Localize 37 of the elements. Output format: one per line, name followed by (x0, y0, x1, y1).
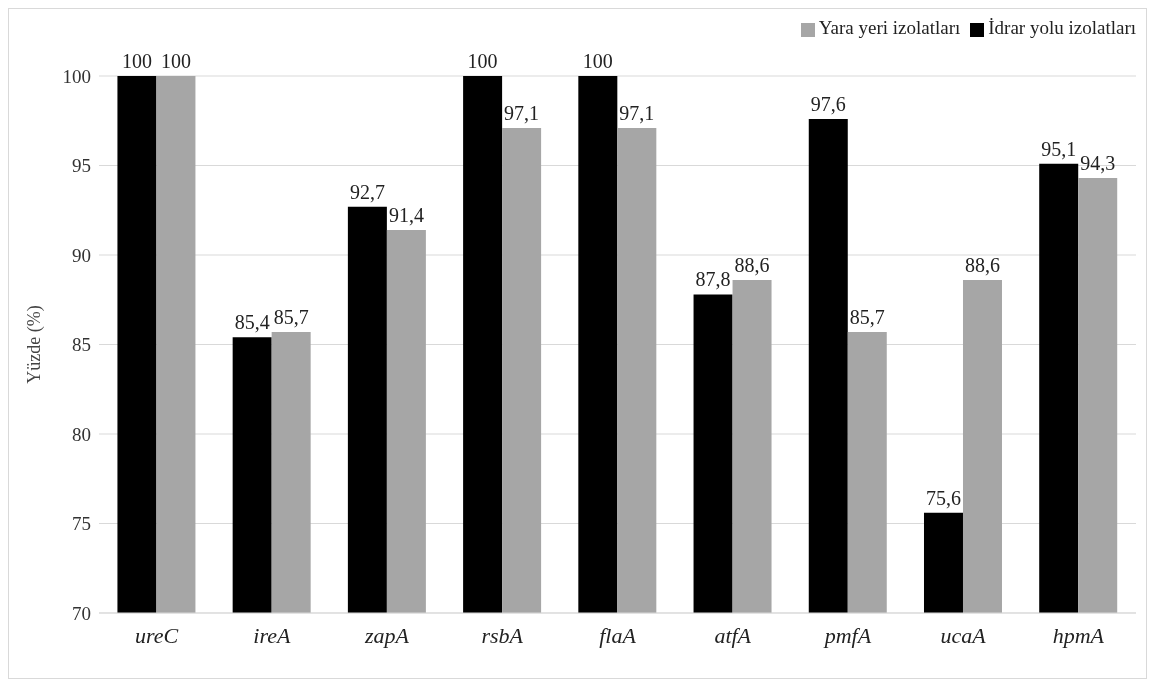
x-tick-label: ireA (253, 623, 291, 648)
data-label: 97,6 (810, 92, 846, 115)
data-label: 100 (160, 50, 191, 72)
x-tick-label: ucaA (940, 623, 987, 648)
x-tick-label: ureC (135, 623, 179, 648)
y-tick-label: 75 (72, 513, 91, 535)
data-label: 100 (582, 50, 613, 72)
y-tick-label: 90 (72, 244, 91, 266)
data-label: 94,3 (1080, 152, 1116, 175)
x-tick-label: flaA (599, 623, 637, 648)
y-tick-label: 80 (72, 423, 91, 445)
y-tick-label: 95 (72, 155, 91, 177)
data-label: 75,6 (925, 486, 961, 509)
x-tick-label: hpmA (1052, 623, 1105, 648)
data-label: 87,8 (695, 268, 731, 291)
data-label: 91,4 (388, 203, 424, 226)
legend-label: Yara yeri izolatları (818, 17, 961, 38)
y-tick-label: 100 (62, 65, 91, 87)
data-label: 92,7 (349, 180, 385, 203)
y-tick-label: 70 (72, 602, 91, 624)
legend-label: İdrar yolu izolatları (988, 17, 1136, 38)
data-label: 97,1 (504, 101, 540, 124)
data-label: 88,6 (734, 254, 770, 277)
data-label: 95,1 (1041, 137, 1077, 160)
x-tick-label: pmfA (822, 623, 872, 648)
x-tick-label: rsbA (481, 623, 524, 648)
data-label: 88,6 (964, 254, 1000, 277)
data-label: 85,7 (849, 305, 885, 328)
data-label: 100 (121, 50, 152, 72)
data-label: 85,7 (273, 305, 309, 328)
x-tick-label: zapA (364, 623, 410, 648)
data-label: 100 (467, 50, 498, 72)
data-label: 85,4 (234, 311, 270, 334)
x-tick-label: atfA (714, 623, 752, 648)
y-axis-title: Yüzde (%) (24, 305, 46, 384)
y-tick-label: 85 (72, 334, 91, 356)
data-label: 97,1 (619, 101, 655, 124)
